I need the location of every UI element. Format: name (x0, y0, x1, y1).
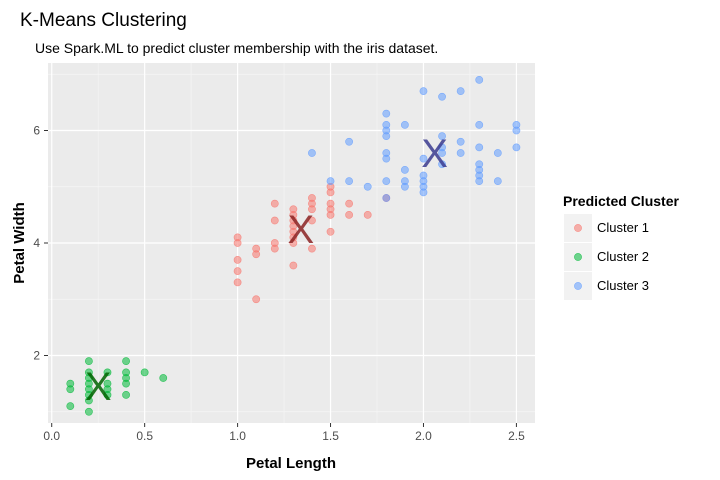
centroids: X X X (85, 132, 448, 409)
data-point-cluster-3 (493, 149, 502, 157)
x-tick-label: 0.5 (136, 429, 153, 443)
centroid-marker-cluster-3: X (421, 132, 448, 176)
data-point-cluster-3 (438, 92, 446, 101)
data-point-cluster-2 (122, 390, 130, 399)
data-point-cluster-3 (382, 177, 391, 186)
data-point-cluster-2 (122, 368, 130, 377)
data-point-cluster-3 (475, 75, 484, 84)
data-points (66, 75, 521, 416)
data-point-cluster-2 (103, 379, 112, 388)
centroid-marker-cluster-2: X (85, 365, 112, 409)
data-point-cluster-3 (419, 171, 428, 180)
data-point-cluster-1 (233, 267, 242, 276)
data-point-cluster-2 (84, 368, 93, 377)
chart-title: K-Means Clustering (20, 10, 187, 31)
y-axis-title: Petal Width (11, 202, 28, 284)
data-point-cluster-3 (493, 177, 502, 186)
data-point-cluster-3 (345, 177, 354, 186)
axis-ticks: 0.0 0.5 1.0 1.5 2.0 2.5 2 4 6 (33, 124, 525, 444)
grid (48, 63, 535, 423)
data-point-cluster-3 (382, 194, 391, 202)
chart-subtitle: Use Spark.ML to predict cluster membersh… (35, 40, 438, 56)
data-point-cluster-1 (289, 261, 298, 270)
data-point-cluster-1 (363, 210, 372, 219)
data-point-cluster-1 (308, 244, 316, 253)
x-tick-label: 1.0 (229, 429, 246, 443)
data-point-cluster-3 (438, 132, 446, 141)
data-point-cluster-3 (326, 177, 335, 186)
centroid-marker-cluster-1: X (287, 208, 314, 252)
y-tick-label: 2 (33, 349, 40, 363)
legend-key-cluster-1 (574, 224, 582, 232)
y-tick-label: 4 (33, 236, 40, 250)
data-point-cluster-1 (233, 233, 242, 242)
data-point-cluster-1 (326, 227, 335, 236)
data-point-cluster-3 (475, 120, 484, 129)
data-point-cluster-3 (475, 160, 484, 169)
legend-label-cluster-2: Cluster 2 (597, 249, 649, 264)
data-point-cluster-3 (382, 120, 391, 129)
data-point-cluster-1 (252, 295, 261, 304)
data-point-cluster-3 (400, 177, 409, 186)
x-tick-label: 2.0 (415, 429, 432, 443)
data-point-cluster-2 (66, 379, 75, 388)
legend-key-cluster-2 (574, 253, 582, 261)
data-point-cluster-1 (233, 255, 242, 264)
data-point-cluster-3 (438, 160, 446, 169)
data-point-cluster-3 (475, 143, 484, 152)
data-point-cluster-1 (270, 216, 279, 225)
data-point-cluster-3 (382, 149, 391, 157)
data-point-cluster-3 (345, 137, 354, 146)
data-point-cluster-3 (363, 182, 372, 191)
data-point-cluster-2 (103, 368, 112, 377)
legend-key-cluster-3 (574, 282, 582, 290)
data-point-cluster-3 (456, 149, 465, 157)
data-point-cluster-1 (308, 216, 316, 225)
data-point-cluster-3 (456, 87, 465, 96)
data-point-cluster-2 (66, 402, 75, 411)
x-tick-label: 1.5 (322, 429, 339, 443)
data-point-cluster-2 (140, 368, 149, 377)
data-point-cluster-2 (84, 357, 93, 366)
data-point-cluster-1 (345, 210, 354, 219)
legend-title: Predicted Cluster (563, 193, 679, 209)
data-point-cluster-2 (159, 374, 168, 382)
data-point-cluster-3 (456, 137, 465, 146)
data-point-cluster-1 (308, 194, 316, 202)
data-point-cluster-2 (84, 407, 93, 416)
data-point-cluster-1 (270, 239, 279, 247)
data-point-cluster-1 (233, 278, 242, 287)
data-point-cluster-1 (345, 199, 354, 208)
data-point-cluster-1 (289, 205, 298, 214)
data-point-cluster-3 (512, 143, 521, 152)
legend-label-cluster-3: Cluster 3 (597, 278, 649, 293)
legend-keys: Cluster 1 Cluster 2 Cluster 3 (564, 214, 649, 300)
data-point-cluster-1 (326, 199, 335, 208)
data-point-cluster-3 (382, 109, 391, 118)
data-point-cluster-1 (252, 244, 261, 253)
data-point-cluster-3 (438, 143, 446, 152)
x-tick-label: 2.5 (508, 429, 525, 443)
data-point-cluster-1 (270, 199, 279, 208)
data-point-cluster-3 (512, 120, 521, 129)
data-point-cluster-3 (400, 120, 409, 129)
data-point-cluster-3 (419, 87, 428, 96)
legend-label-cluster-1: Cluster 1 (597, 220, 649, 235)
x-axis-title: Petal Length (246, 455, 336, 472)
data-point-cluster-3 (308, 149, 316, 157)
data-point-cluster-3 (419, 154, 428, 163)
y-tick-label: 6 (33, 124, 40, 138)
x-tick-label: 0.0 (43, 429, 60, 443)
data-point-cluster-2 (122, 357, 130, 366)
data-point-cluster-3 (400, 165, 409, 174)
